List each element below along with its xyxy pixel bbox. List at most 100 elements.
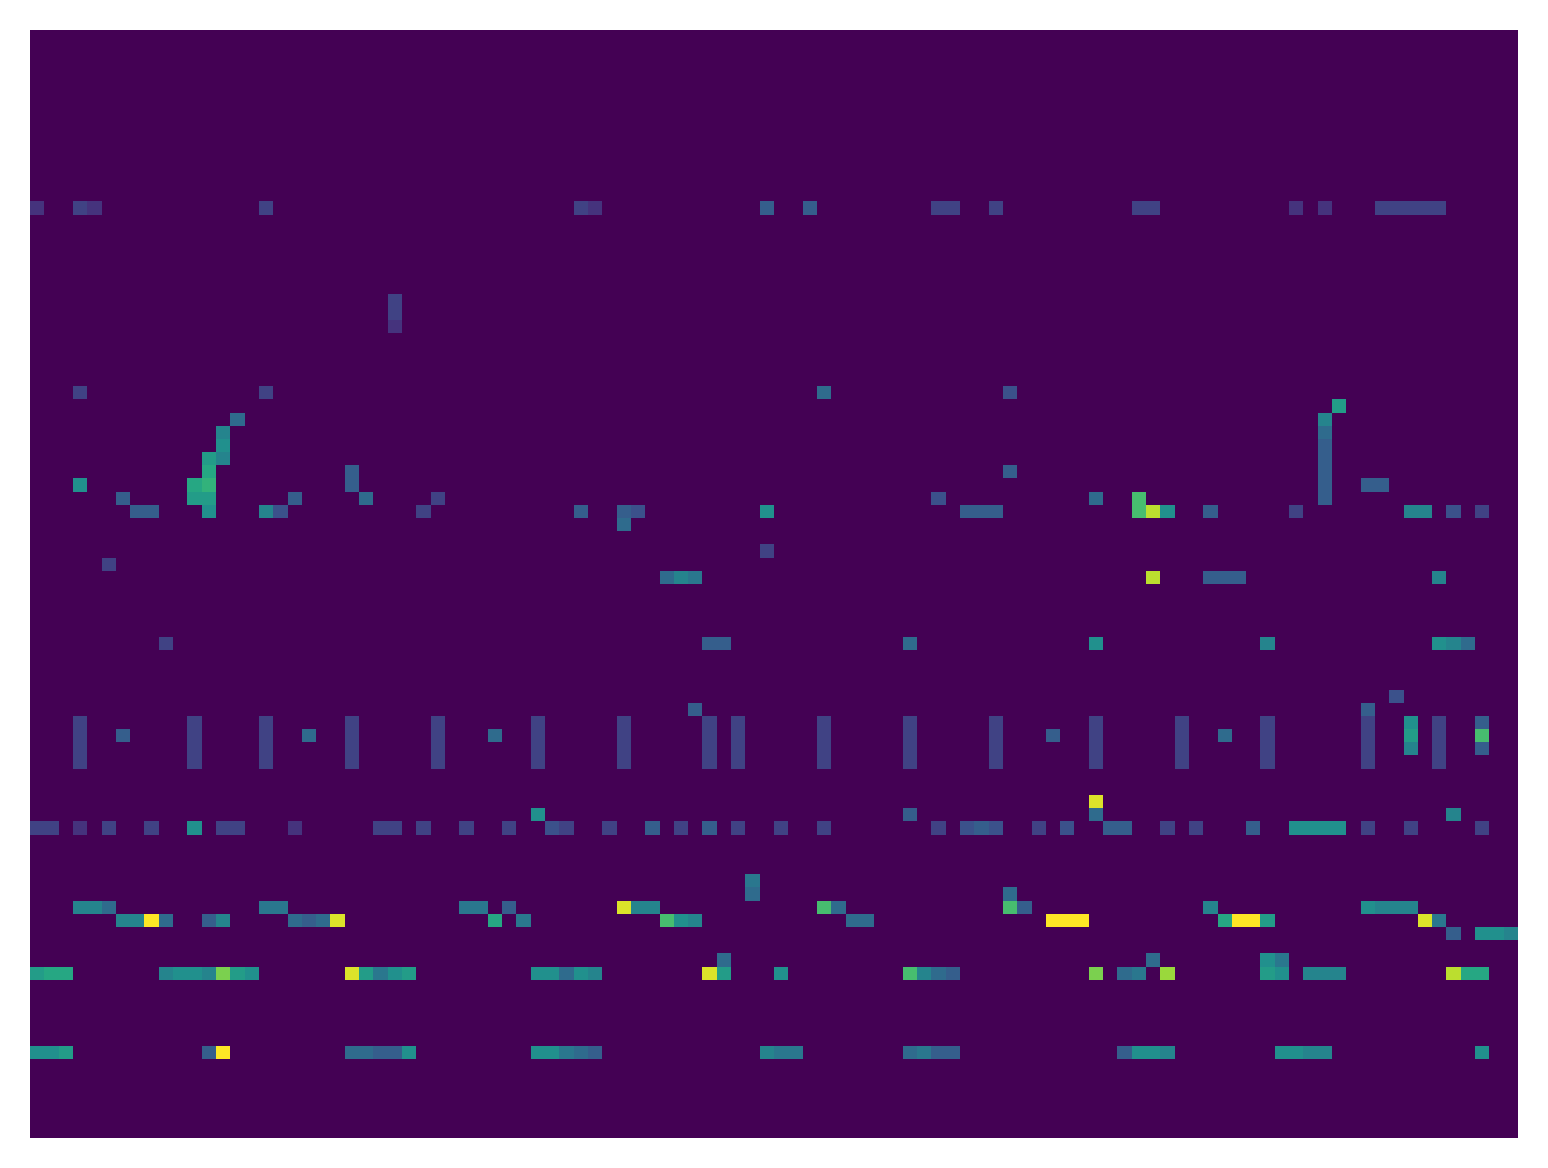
- heatmap-cell: [774, 967, 788, 980]
- heatmap-cell: [760, 1046, 774, 1059]
- heatmap-cell: [731, 742, 745, 755]
- heatmap-cell: [216, 426, 230, 439]
- heatmap-cell: [1332, 967, 1346, 980]
- heatmap-cell: [702, 821, 716, 834]
- heatmap-cell: [903, 755, 917, 768]
- heatmap-cell: [1446, 808, 1460, 821]
- heatmap-cell: [459, 901, 473, 914]
- heatmap-cell: [531, 967, 545, 980]
- heatmap-cell: [617, 742, 631, 755]
- heatmap-cell: [702, 742, 716, 755]
- heatmap-cell: [345, 716, 359, 729]
- heatmap-cell: [674, 821, 688, 834]
- heatmap-cell: [302, 914, 316, 927]
- heatmap-cell: [674, 914, 688, 927]
- heatmap-cell: [187, 478, 201, 491]
- heatmap-cell: [373, 967, 387, 980]
- heatmap-cell: [1318, 821, 1332, 834]
- heatmap-cell: [73, 201, 87, 214]
- heatmap-cell: [1404, 821, 1418, 834]
- heatmap-cell: [702, 637, 716, 650]
- heatmap-cell: [702, 729, 716, 742]
- heatmap-cell: [330, 914, 344, 927]
- heatmap-cell: [73, 716, 87, 729]
- heatmap-cell: [917, 1046, 931, 1059]
- heatmap-cell: [116, 914, 130, 927]
- heatmap-cell: [1189, 821, 1203, 834]
- heatmap-cell: [144, 505, 158, 518]
- heatmap-cell: [1289, 201, 1303, 214]
- heatmap-cell: [1117, 1046, 1131, 1059]
- heatmap-cell: [216, 967, 230, 980]
- heatmap-cell: [73, 821, 87, 834]
- heatmap-cell: [1446, 505, 1460, 518]
- heatmap-cell: [731, 755, 745, 768]
- heatmap-cell: [1203, 505, 1217, 518]
- heatmap-cell: [903, 742, 917, 755]
- heatmap-cell: [1089, 755, 1103, 768]
- heatmap-cell: [1361, 901, 1375, 914]
- heatmap-cell: [1046, 914, 1060, 927]
- heatmap-cell: [559, 967, 573, 980]
- heatmap-cell: [474, 901, 488, 914]
- heatmap-cell: [831, 901, 845, 914]
- heatmap-cell: [73, 755, 87, 768]
- heatmap-cell: [1203, 901, 1217, 914]
- heatmap-cell: [1060, 914, 1074, 927]
- heatmap-cell: [345, 1046, 359, 1059]
- heatmap-cell: [1418, 201, 1432, 214]
- heatmap-cell: [388, 1046, 402, 1059]
- heatmap-cell: [1332, 821, 1346, 834]
- heatmap-cell: [1074, 914, 1088, 927]
- heatmap-cell: [1432, 716, 1446, 729]
- heatmap-cell: [702, 755, 716, 768]
- heatmap-cell: [187, 716, 201, 729]
- heatmap-cell: [259, 386, 273, 399]
- heatmap-cell: [1246, 821, 1260, 834]
- heatmap-cell: [559, 1046, 573, 1059]
- heatmap-cell: [1132, 967, 1146, 980]
- heatmap-cell: [59, 967, 73, 980]
- heatmap-cell: [903, 729, 917, 742]
- heatmap-cell: [345, 478, 359, 491]
- heatmap-cell: [187, 729, 201, 742]
- heatmap-cell: [531, 755, 545, 768]
- heatmap-cell: [1303, 821, 1317, 834]
- heatmap-cell: [731, 729, 745, 742]
- heatmap-cell: [1117, 967, 1131, 980]
- heatmap-cell: [1318, 492, 1332, 505]
- heatmap-cell: [1389, 690, 1403, 703]
- heatmap-cell: [102, 821, 116, 834]
- heatmap-cell: [259, 716, 273, 729]
- heatmap-cell: [187, 821, 201, 834]
- heatmap-cell: [216, 439, 230, 452]
- heatmap-cell: [1475, 716, 1489, 729]
- heatmap-cell: [30, 821, 44, 834]
- heatmap-cell: [273, 505, 287, 518]
- heatmap-cell: [645, 901, 659, 914]
- heatmap-cell: [788, 1046, 802, 1059]
- heatmap-cell: [545, 821, 559, 834]
- heatmap-cell: [1404, 729, 1418, 742]
- heatmap-cell: [359, 492, 373, 505]
- heatmap-cell: [731, 716, 745, 729]
- heatmap-cell: [760, 201, 774, 214]
- heatmap-cell: [102, 901, 116, 914]
- heatmap-cell: [202, 505, 216, 518]
- heatmap-cell: [44, 1046, 58, 1059]
- heatmap-cell: [431, 742, 445, 755]
- heatmap-cell: [1089, 492, 1103, 505]
- heatmap-cell: [388, 307, 402, 320]
- heatmap-cell: [631, 505, 645, 518]
- heatmap-cell: [1175, 755, 1189, 768]
- heatmap-cell: [931, 1046, 945, 1059]
- heatmap-cell: [717, 953, 731, 966]
- heatmap-cell: [1160, 821, 1174, 834]
- heatmap-cell: [187, 492, 201, 505]
- heatmap-cell: [87, 901, 101, 914]
- heatmap-cell: [745, 874, 759, 887]
- heatmap-cell: [1404, 201, 1418, 214]
- heatmap-cell: [931, 492, 945, 505]
- heatmap-cell: [1275, 953, 1289, 966]
- heatmap-cell: [960, 821, 974, 834]
